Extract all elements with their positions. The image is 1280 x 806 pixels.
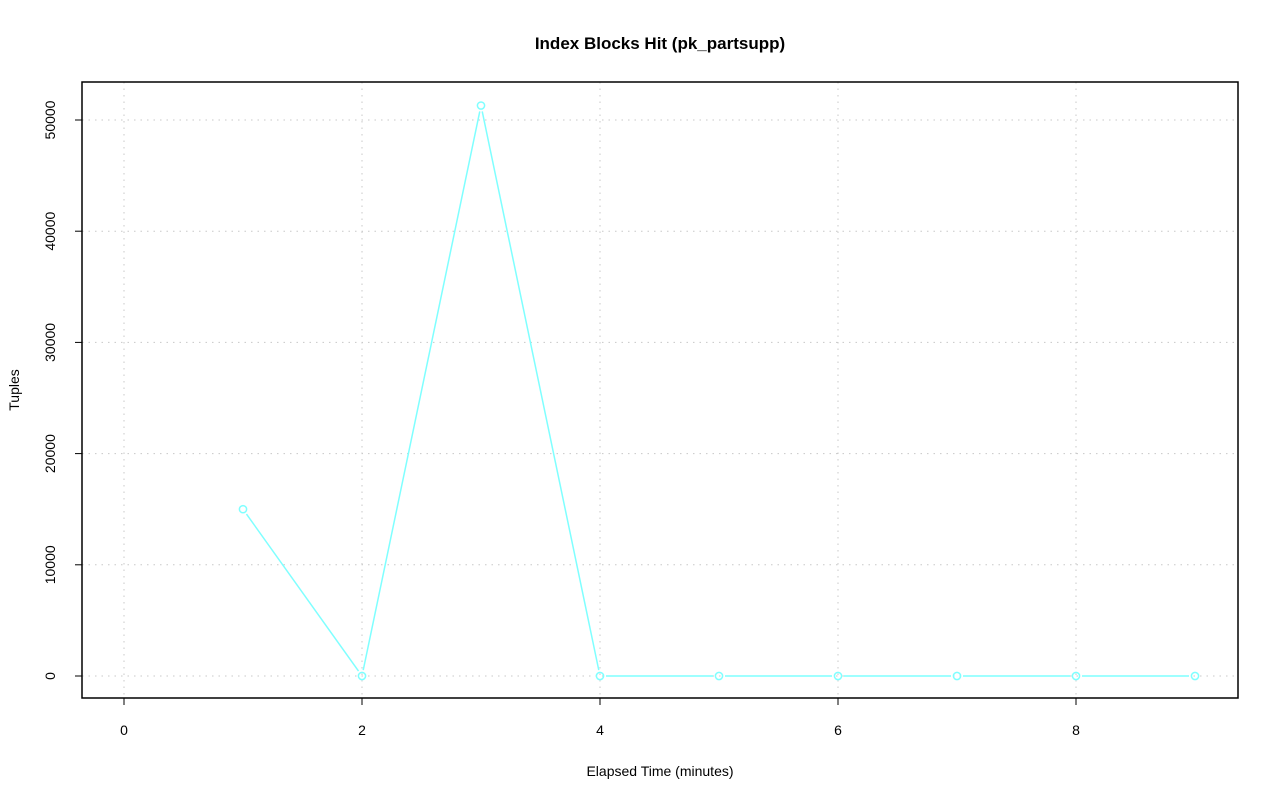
- y-tick-label: 0: [42, 672, 58, 680]
- series-segment: [481, 111, 600, 671]
- y-axis-label: Tuples: [6, 369, 22, 411]
- series: [238, 101, 1200, 681]
- y-tick-label: 10000: [42, 545, 58, 584]
- series-segment: [362, 111, 481, 671]
- data-point: [952, 671, 962, 681]
- x-tick-label: 0: [120, 722, 128, 738]
- x-axis-label: Elapsed Time (minutes): [586, 763, 733, 779]
- y-axis: 0 10000 20000 30000 40000 50000: [42, 100, 82, 680]
- x-tick-label: 8: [1072, 722, 1080, 738]
- x-tick-label: 2: [358, 722, 366, 738]
- data-point: [357, 671, 367, 681]
- data-point: [238, 504, 248, 514]
- data-point: [595, 671, 605, 681]
- y-tick-label: 50000: [42, 100, 58, 139]
- plot-box: [81, 81, 1239, 699]
- chart-title: Index Blocks Hit (pk_partsupp): [535, 34, 785, 53]
- data-point: [714, 671, 724, 681]
- data-point: [1071, 671, 1081, 681]
- x-axis: 0 2 4 6 8: [120, 698, 1080, 738]
- y-tick-label: 30000: [42, 323, 58, 362]
- grid: [82, 82, 1238, 698]
- x-tick-label: 6: [834, 722, 842, 738]
- data-point: [833, 671, 843, 681]
- y-tick-label: 40000: [42, 212, 58, 251]
- data-point: [1190, 671, 1200, 681]
- data-point: [476, 101, 486, 110]
- x-tick-label: 4: [596, 722, 604, 738]
- series-segment: [245, 513, 360, 672]
- y-tick-label: 20000: [42, 434, 58, 473]
